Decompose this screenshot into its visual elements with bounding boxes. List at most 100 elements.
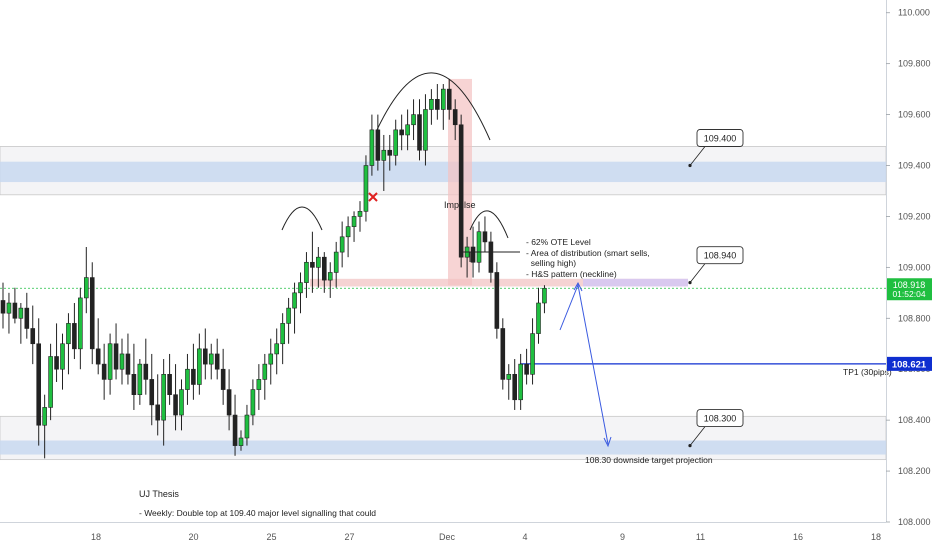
- candle-body-37: [220, 368, 226, 390]
- callout-dot-2: [688, 444, 692, 448]
- x-tick-label-6: 9: [620, 532, 625, 542]
- candle-body-59: [351, 216, 357, 227]
- callout-label-0: 109.400: [704, 134, 737, 144]
- candle-body-16: [95, 348, 101, 365]
- candle-body-14: [84, 277, 89, 299]
- drawings-layer: [281, 72, 612, 448]
- candle-body-28: [167, 374, 172, 395]
- y-tick-label-5: 109.000: [898, 262, 931, 272]
- candle-body-20: [119, 353, 125, 370]
- candle-body-66: [393, 129, 399, 156]
- ote-note-3: selling high): [526, 258, 576, 268]
- candle-body-58: [345, 226, 351, 238]
- candle-body-77: [458, 124, 464, 258]
- x-tick-label-0: 18: [91, 532, 101, 542]
- candle-body-85: [506, 374, 512, 380]
- candle-body-42: [250, 389, 256, 416]
- y-tick-label-6: 108.800: [898, 313, 931, 323]
- projection-arrowhead-up: [573, 281, 583, 292]
- candle-body-26: [155, 404, 160, 421]
- callout-label-1: 108.940: [704, 251, 737, 261]
- x-tick-label-9: 18: [871, 532, 881, 542]
- x-mark: [368, 192, 378, 202]
- candle-body-60: [357, 211, 363, 217]
- candle-body-6: [36, 343, 42, 426]
- axis-layer: [0, 0, 887, 523]
- candle-body-38: [226, 389, 232, 416]
- candle-body-7: [42, 407, 47, 426]
- y-tick-label-4: 109.200: [898, 211, 931, 221]
- candle-body-25: [149, 379, 155, 406]
- y-tick-label-3: 109.400: [898, 161, 931, 171]
- candle-body-46: [274, 343, 280, 355]
- callout-pointer-1: [689, 263, 706, 283]
- callout-dot-1: [688, 281, 692, 285]
- candle-body-79: [470, 246, 476, 263]
- candle-body-73: [435, 99, 440, 110]
- candle-body-69: [411, 114, 416, 126]
- candle-body-55: [327, 272, 333, 281]
- text-layer: Impulse - 62% OTE Level - Area of distri…: [139, 200, 892, 518]
- candle-body-82: [488, 241, 494, 273]
- candle-body-87: [518, 363, 523, 401]
- y-tick-label-8: 108.400: [898, 415, 931, 425]
- callout-pointer-2: [689, 426, 706, 446]
- candle-body-50: [298, 282, 303, 294]
- thesis-line-1: - Weekly: Double top at 109.40 major lev…: [139, 508, 376, 518]
- candle-body-56: [333, 251, 339, 273]
- candle-body-10: [60, 343, 65, 370]
- candle-body-49: [292, 292, 297, 309]
- candle-body-31: [185, 368, 190, 390]
- last-price-tag-bg: [887, 278, 932, 301]
- candle-body-81: [482, 231, 488, 243]
- y-tick-label-10: 108.000: [898, 517, 931, 527]
- callout-box-0: [696, 129, 744, 147]
- candle-body-22: [131, 374, 137, 395]
- candle-body-12: [72, 323, 77, 350]
- candle-body-45: [268, 353, 274, 365]
- candle-body-2: [12, 302, 18, 319]
- candle-body-3: [18, 307, 24, 319]
- zone-core-1: [0, 440, 886, 455]
- y-tick-label-0: 110.000: [898, 8, 930, 18]
- candle-body-15: [89, 277, 95, 350]
- projection-arrow: [559, 283, 609, 445]
- candle-body-11: [66, 323, 71, 345]
- head-arc: [375, 72, 491, 141]
- candle-body-89: [530, 333, 535, 375]
- candle-body-53: [316, 256, 321, 268]
- candle-body-39: [232, 414, 238, 446]
- candle-body-84: [500, 328, 506, 380]
- thesis-title: UJ Thesis: [139, 489, 179, 499]
- candle-body-23: [137, 363, 143, 395]
- tp-price-tag: 108.621: [892, 359, 927, 370]
- x-tick-label-5: 4: [522, 532, 527, 542]
- candle-body-54: [321, 256, 327, 281]
- candle-body-74: [440, 88, 446, 110]
- candle-body-40: [238, 437, 244, 446]
- candle-body-13: [78, 297, 83, 350]
- callouts-layer: 109.400 108.940 108.300: [688, 129, 744, 448]
- x-tick-label-3: 27: [344, 532, 354, 542]
- candle-body-43: [256, 379, 262, 390]
- candle-body-36: [214, 353, 220, 370]
- candle-body-51: [304, 261, 309, 283]
- x-tick-labels: 18 20 25 27 Dec 4 9 11 16 18: [91, 532, 881, 542]
- candle-body-61: [363, 165, 369, 212]
- candle-body-72: [429, 99, 434, 110]
- candle-body-21: [125, 353, 131, 375]
- callout-box-1: [696, 246, 744, 265]
- candle-body-64: [381, 149, 387, 161]
- candle-body-68: [405, 124, 410, 136]
- ote-note-1: - 62% OTE Level: [526, 237, 591, 247]
- candle-body-34: [203, 348, 208, 365]
- candle-body-35: [208, 353, 214, 365]
- candle-body-71: [423, 109, 428, 151]
- candle-body-47: [280, 323, 285, 345]
- candle-body-83: [494, 272, 500, 329]
- ote-note-2: - Area of distribution (smart sells,: [526, 248, 650, 258]
- y-tick-label-9: 108.200: [898, 466, 931, 476]
- tp-label: TP1 (30pips): [843, 367, 892, 377]
- candle-body-33: [197, 348, 202, 385]
